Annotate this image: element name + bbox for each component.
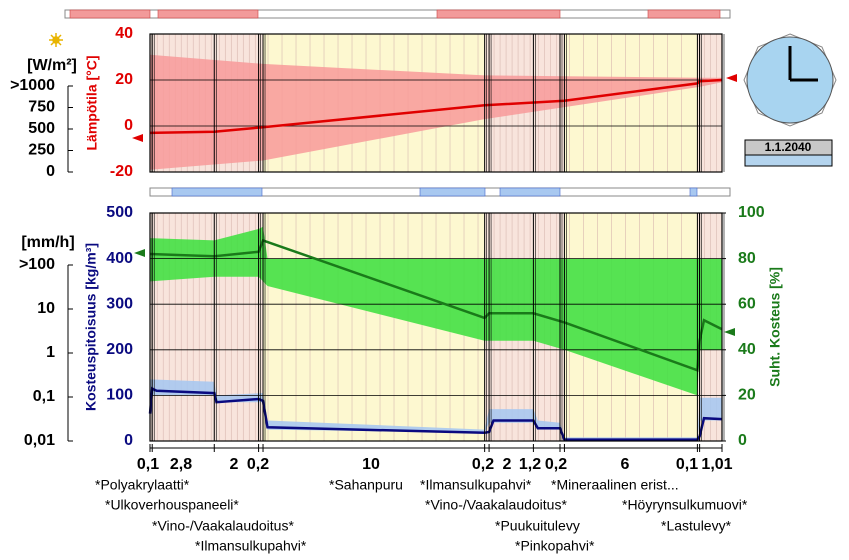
rain-tick-label: 1 <box>46 344 55 361</box>
boundary-marker <box>724 328 735 336</box>
layer-thickness: 0,2 <box>472 456 494 473</box>
layer-name: *Ulkoverhouspaneeli* <box>105 497 239 513</box>
date: 1.1.2040 <box>765 140 812 154</box>
mid-strip-segments <box>171 187 698 197</box>
layer-thickness: 1,2 <box>519 456 541 473</box>
y2-tick-label: 60 <box>738 295 756 312</box>
layer-thickness: 0,2 <box>247 456 269 473</box>
boundary-marker <box>726 74 737 82</box>
layer-thickness: 1,01 <box>701 456 732 473</box>
radiation-tick-label: 500 <box>28 120 55 137</box>
boundary-marker <box>132 134 143 142</box>
layer <box>150 213 153 441</box>
layer-name: *Vino-/Vaakalaudoitus* <box>425 497 567 513</box>
layer-name: *Polyakrylaatti* <box>95 477 190 493</box>
radiation-axis-title: [W/m²] <box>27 57 77 74</box>
y-tick-label: 400 <box>106 250 133 267</box>
layer-name: *Lastulevy* <box>661 518 732 534</box>
range-band <box>150 54 722 170</box>
layer-name: *Mineraalinen erist... <box>551 477 679 493</box>
rain-tick-label: 10 <box>37 300 55 317</box>
y-tick-label: 20 <box>115 71 133 88</box>
date-progress <box>744 154 833 167</box>
layer-name: *Vino-/Vaakalaudoitus* <box>152 518 294 534</box>
y-tick-label: 500 <box>106 204 133 221</box>
layer-name: *Sahanpuru <box>329 477 403 493</box>
layer-thickness: 0,1 <box>676 456 698 473</box>
y2-tick-label: 40 <box>738 341 756 358</box>
layer-name: *Pinkopahvi* <box>515 538 595 554</box>
radiation-tick-label: 0 <box>46 163 55 180</box>
layer-name: *Puukuitulevy <box>495 518 580 534</box>
radiation-tick-label: 250 <box>28 142 55 159</box>
layer-name: *Höyrynsulkumuovi* <box>622 497 748 513</box>
y2-axis-title: Suht. Kosteus [%] <box>767 267 783 387</box>
radiation-tick-label: >1000 <box>10 77 55 94</box>
layer-thickness: 6 <box>621 456 630 473</box>
y-tick-label: 40 <box>115 25 133 42</box>
top-strip-segments <box>69 9 721 19</box>
rain-tick-label: >100 <box>19 256 55 273</box>
rain-tick-label: 0,01 <box>24 432 55 449</box>
layer-thickness: 2,8 <box>170 456 192 473</box>
y-tick-label: 100 <box>106 387 133 404</box>
plot-frame <box>149 212 723 442</box>
y-tick-label: 0 <box>124 117 133 134</box>
y2-tick-label: 100 <box>738 204 765 221</box>
y-tick-label: 200 <box>106 341 133 358</box>
range-band <box>150 379 722 441</box>
y2-tick-label: 20 <box>738 387 756 404</box>
layer-name: *Ilmansulkupahvi* <box>420 477 532 493</box>
rain-axis-title: [mm/h] <box>21 234 74 251</box>
sun-icon <box>49 33 63 47</box>
boundary-marker <box>134 249 145 257</box>
layer-thickness: 0,2 <box>545 456 567 473</box>
y-tick-label: 0 <box>124 432 133 449</box>
y-tick-label: -20 <box>110 163 133 180</box>
layer-thickness: 10 <box>362 456 380 473</box>
rain-tick-label: 0,1 <box>33 388 55 405</box>
y2-tick-label: 80 <box>738 250 756 267</box>
radiation-tick-label: 750 <box>28 99 55 116</box>
y2-tick-label: 0 <box>738 432 747 449</box>
plot-frame <box>149 33 723 173</box>
layer-thickness: 0,1 <box>137 456 159 473</box>
layer-thickness: 2 <box>230 456 239 473</box>
y-axis-title: Kosteuspitoisuus [kg/m³] <box>83 243 99 411</box>
layer-thickness: 2 <box>503 456 512 473</box>
y-tick-label: 300 <box>106 295 133 312</box>
y-axis-title: Lämpötila [°C] <box>84 55 100 150</box>
layer-name: *Ilmansulkupahvi* <box>195 538 307 554</box>
series-line <box>149 238 723 373</box>
range-band <box>150 226 722 396</box>
layer <box>697 34 700 172</box>
top-strip <box>64 9 731 19</box>
